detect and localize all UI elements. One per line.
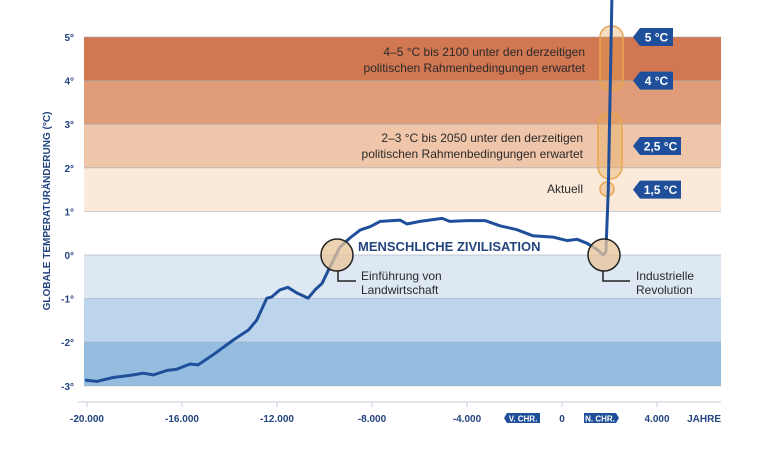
x-tick-label: -20.000: [70, 414, 104, 425]
y-tick-label: 2°: [64, 164, 74, 175]
x-tick-label: -12.000: [260, 414, 294, 425]
y-tick-label: 5°: [64, 33, 74, 44]
flag-shape: [633, 180, 681, 199]
era-marker-bc-label: V. CHR.: [509, 415, 538, 424]
flag-shape: [633, 71, 673, 90]
flag-label: 5 °C: [645, 31, 669, 45]
y-tick-label: 4°: [64, 77, 74, 88]
band-7: [84, 342, 721, 386]
band-3: [84, 167, 721, 212]
x-tick-label: 4.000: [644, 414, 669, 425]
annotation-agriculture-line1: Einführung von: [361, 269, 442, 283]
annotation-4-5-line2: politischen Rahmenbedingungen erwartet: [364, 61, 586, 75]
y-tick-label: -3°: [61, 382, 74, 393]
x-tick-label: -4.000: [453, 414, 482, 425]
band-1: [84, 80, 721, 125]
band-6: [84, 298, 721, 343]
temperature-flags: 5 °C 4 °C 2,5 °C 1,5 °C: [633, 28, 681, 199]
annotation-2-3-line1: 2–3 °C bis 2050 unter den derzeitigen: [381, 131, 583, 145]
annotation-4-5-line1: 4–5 °C bis 2100 unter den derzeitigen: [383, 45, 585, 59]
band-2: [84, 124, 721, 168]
annotation-civilization: MENSCHLICHE ZIVILISATION: [358, 239, 540, 254]
annotation-industrial-line1: Industrielle: [636, 269, 694, 283]
industrial-bracket: [602, 271, 630, 282]
y-axis-ticks: 5° 4° 3° 2° 1° 0° -1° -2° -3°: [61, 33, 74, 393]
y-tick-label: -2°: [61, 338, 74, 349]
era-marker-bc: V. CHR.: [504, 413, 540, 424]
era-marker-ad: N. CHR.: [584, 413, 619, 424]
annotation-2-3-line2: politischen Rahmenbedingungen erwartet: [362, 147, 584, 161]
era-marker-ad-label: N. CHR.: [585, 415, 615, 424]
flag-shape: [633, 137, 681, 155]
flag-label: 1,5 °C: [644, 183, 678, 197]
annotation-agriculture-line2: Landwirtschaft: [361, 283, 439, 297]
y-tick-label: 3°: [64, 120, 74, 131]
agriculture-marker: [320, 238, 354, 272]
y-tick-label: 1°: [64, 207, 74, 218]
x-axis-label: JAHRE: [687, 414, 721, 425]
x-tick-label: -8.000: [358, 414, 387, 425]
flag-label: 2,5 °C: [644, 140, 678, 154]
annotation-current: Aktuell: [547, 182, 583, 196]
temperature-bands: [84, 37, 721, 386]
flag-shape: [633, 28, 673, 46]
gridlines: [84, 36, 721, 387]
flag-label: 4 °C: [645, 74, 669, 88]
band-0: [84, 37, 721, 81]
annotation-industrial-line2: Revolution: [636, 283, 693, 297]
y-axis-label: GLOBALE TEMPERATURÄNDERUNG (°C): [40, 112, 53, 311]
agriculture-bracket: [337, 271, 356, 282]
x-tick-label: -16.000: [165, 414, 199, 425]
y-tick-label: 0°: [64, 251, 74, 262]
era-marker-bc-shape: [504, 413, 540, 423]
era-marker-ad-shape: [584, 413, 619, 423]
industrial-marker: [587, 238, 621, 272]
y-tick-label: -1°: [61, 295, 74, 306]
x-axis: -20.000 -16.000 -12.000 -8.000 -4.000 0 4.000: [70, 401, 721, 425]
x-tick-label: 0: [559, 414, 565, 425]
